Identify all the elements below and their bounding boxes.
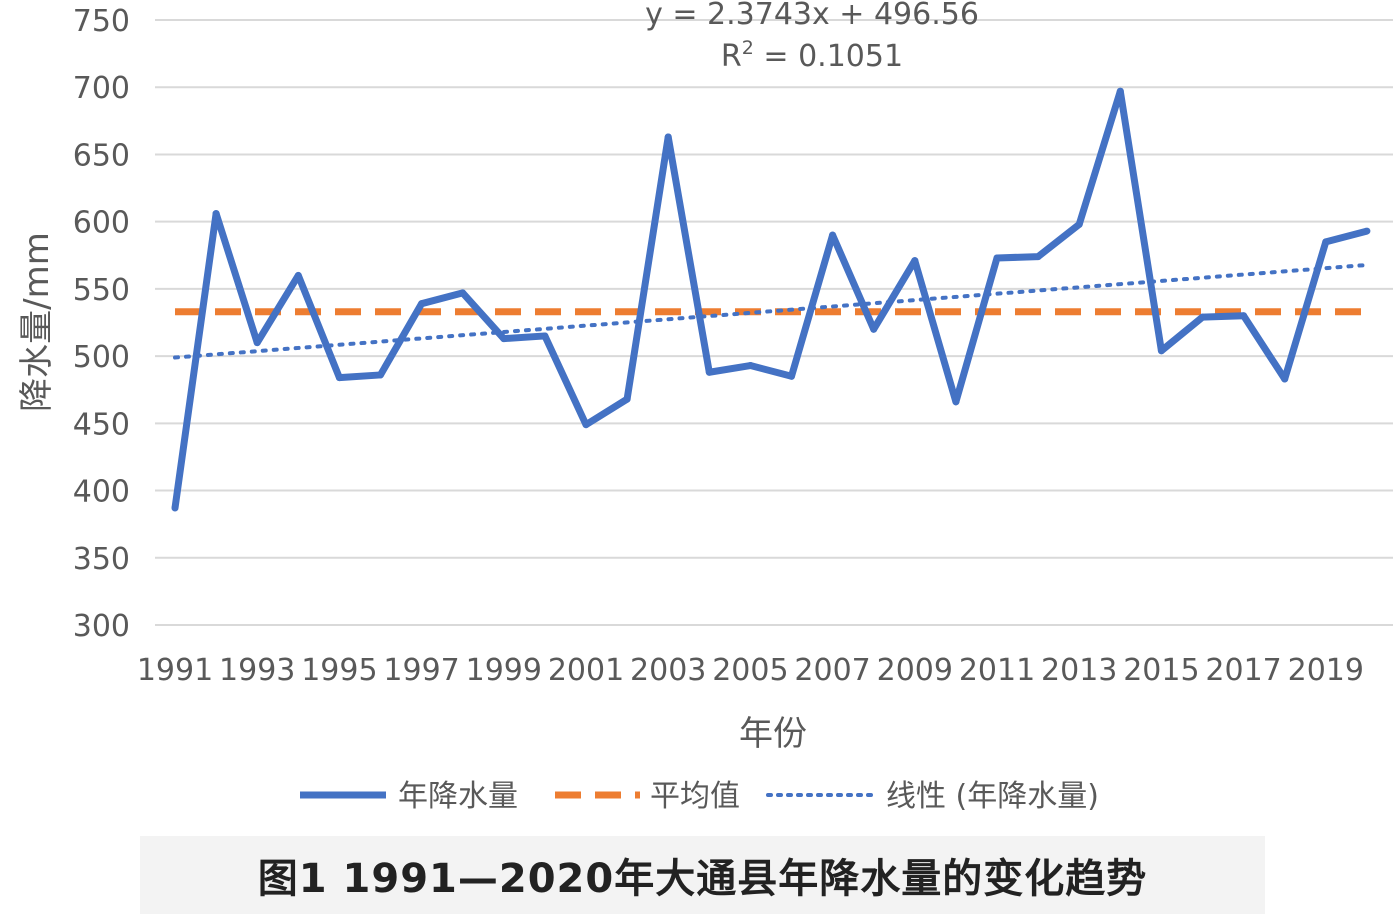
- x-tick-2011: 2011: [959, 653, 1035, 688]
- x-tick-labels: 1991 1993 1995 1997 1999 2001 2003 2005 2007 2009…: [137, 653, 1364, 688]
- y-tick-labels: 300 350 400 450 500 550 600 650 700 750: [73, 4, 130, 644]
- point-2008: [870, 325, 878, 333]
- x-tick-2019: 2019: [1288, 653, 1364, 688]
- x-tick-1999: 1999: [466, 653, 542, 688]
- y-tick-450: 450: [73, 407, 130, 442]
- r-squared-value: = 0.1051: [754, 39, 903, 74]
- y-tick-750: 750: [73, 4, 130, 39]
- r-squared-label: R2 = 0.1051: [721, 37, 903, 74]
- series-lines: [171, 87, 1371, 512]
- x-axis-title: 年份: [739, 714, 807, 754]
- y-tick-600: 600: [73, 206, 130, 241]
- figure-caption: 图1 1991—2020年大通县年降水量的变化趋势: [257, 856, 1148, 902]
- point-2001: [582, 421, 590, 429]
- y-tick-550: 550: [73, 273, 130, 308]
- legend-label-annual-rainfall: 年降水量: [398, 779, 518, 814]
- point-2003: [664, 133, 672, 141]
- point-2002: [623, 395, 631, 403]
- series-linear-trend-line: [173, 262, 1369, 360]
- point-1994: [294, 271, 302, 279]
- point-2013: [1075, 220, 1083, 228]
- legend-label-linear-trend: 线性 (年降水量): [886, 779, 1099, 814]
- x-tick-1997: 1997: [383, 653, 459, 688]
- point-1991: [171, 504, 179, 512]
- r-squared-r: R: [721, 39, 742, 74]
- caption-background: [140, 836, 1265, 914]
- x-tick-2007: 2007: [794, 653, 870, 688]
- x-tick-1993: 1993: [219, 653, 295, 688]
- x-tick-2013: 2013: [1041, 653, 1117, 688]
- point-2009: [911, 257, 919, 265]
- point-2018: [1281, 375, 1289, 383]
- trendline-equation: y = 2.3743x + 496.56: [645, 0, 979, 32]
- x-tick-2015: 2015: [1123, 653, 1199, 688]
- point-1996: [377, 371, 384, 379]
- point-1999: [500, 335, 508, 343]
- point-2005: [746, 362, 754, 370]
- point-2020: [1363, 227, 1371, 235]
- y-tick-700: 700: [73, 71, 130, 106]
- point-2017: [1240, 312, 1248, 320]
- x-tick-1991: 1991: [137, 653, 213, 688]
- point-2010: [952, 398, 960, 406]
- point-2000: [541, 332, 549, 340]
- legend: 年降水量 平均值 线性 (年降水量): [300, 779, 1099, 814]
- x-tick-2009: 2009: [877, 653, 953, 688]
- point-1995: [335, 374, 343, 382]
- y-tick-650: 650: [73, 138, 130, 173]
- x-tick-2001: 2001: [548, 653, 624, 688]
- y-tick-400: 400: [73, 475, 130, 510]
- point-1997: [418, 300, 426, 308]
- point-2012: [1034, 253, 1042, 261]
- point-2015: [1157, 347, 1165, 355]
- point-2011: [993, 254, 1001, 262]
- point-1992: [212, 210, 220, 218]
- r-squared-sup: 2: [742, 37, 754, 59]
- y-tick-300: 300: [73, 609, 130, 644]
- point-2019: [1322, 238, 1330, 246]
- point-1998: [459, 289, 467, 297]
- point-1993: [253, 339, 261, 347]
- gridlines: [155, 19, 1393, 626]
- point-2016: [1199, 313, 1206, 321]
- x-tick-1995: 1995: [301, 653, 377, 688]
- y-tick-500: 500: [73, 340, 130, 375]
- point-2007: [829, 231, 837, 239]
- legend-label-mean: 平均值: [650, 779, 740, 814]
- y-tick-350: 350: [73, 542, 130, 577]
- y-axis-title: 降水量/mm: [17, 232, 57, 412]
- point-2006: [788, 372, 795, 380]
- point-2004: [705, 368, 713, 376]
- x-tick-2017: 2017: [1205, 653, 1281, 688]
- point-2014: [1116, 87, 1124, 95]
- x-tick-2003: 2003: [630, 653, 706, 688]
- series-annual-rainfall-line: [171, 87, 1368, 509]
- x-tick-2005: 2005: [712, 653, 788, 688]
